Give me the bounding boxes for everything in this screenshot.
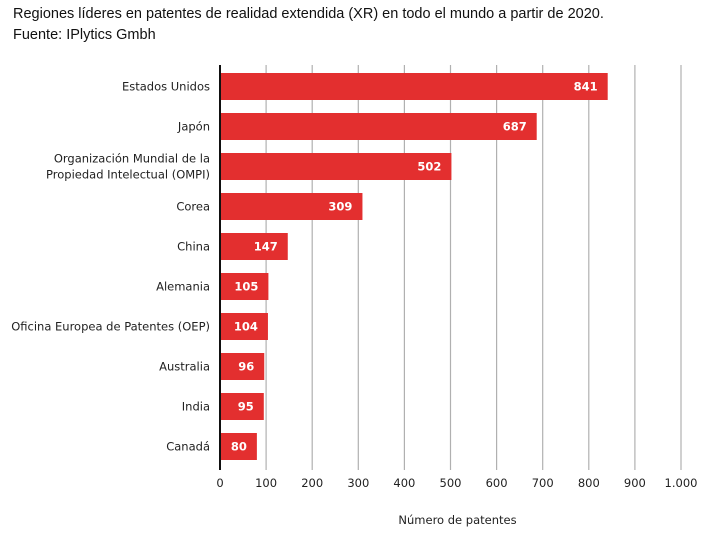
bar: [220, 433, 257, 460]
bar-value-label: 502: [417, 160, 441, 174]
bar-value-label: 95: [238, 400, 254, 414]
category-label: Propiedad Intelectual (OMPI): [46, 168, 210, 182]
category-label: Australia: [159, 360, 210, 374]
bar: [220, 153, 452, 180]
category-label: Japón: [177, 120, 210, 134]
category-labels: Estados Unidos Japón Organización Mundial …: [11, 80, 210, 454]
bar-value-label: 687: [503, 120, 527, 134]
bar: [220, 313, 268, 340]
x-tick-label: 200: [301, 476, 323, 490]
category-label: Oficina Europea de Patentes (OEP): [11, 320, 210, 334]
x-tick-label: 400: [393, 476, 415, 490]
category-label: Organización Mundial de la: [54, 152, 210, 166]
x-axis-label: Número de patentes: [398, 513, 516, 527]
category-label: Canadá: [166, 440, 210, 454]
chart-title: Regiones líderes en patentes de realidad…: [13, 4, 604, 46]
x-tick-labels: 0 100 200 300 400 500 600 700 800 900 1.000: [216, 476, 697, 490]
bars: 841 687 502 309 147 105 104 96 95 80: [220, 73, 608, 460]
chart-source: Fuente: IPlytics Gmbh: [13, 27, 156, 43]
x-tick-label: 300: [347, 476, 369, 490]
bar-value-label: 104: [234, 320, 258, 334]
x-tick-label: 600: [486, 476, 508, 490]
chart-title-line: Regiones líderes en patentes de realidad…: [13, 6, 604, 22]
x-tick-label: 100: [255, 476, 277, 490]
bar: [220, 113, 537, 140]
x-tick-label: 1.000: [665, 476, 698, 490]
bar: [220, 393, 264, 420]
x-tick-label: 900: [624, 476, 646, 490]
bar: [220, 353, 265, 380]
bar-value-label: 105: [234, 280, 258, 294]
category-label: Alemania: [156, 280, 210, 294]
x-tick-label: 700: [532, 476, 554, 490]
bar-value-label: 80: [231, 440, 247, 454]
bar: [220, 273, 269, 300]
category-label: Corea: [176, 200, 210, 214]
category-label: India: [182, 400, 210, 414]
bar: [220, 193, 363, 220]
bar: [220, 233, 288, 260]
bar-value-label: 96: [238, 360, 254, 374]
bar-value-label: 841: [574, 80, 598, 94]
x-tick-label: 800: [578, 476, 600, 490]
category-label: Estados Unidos: [122, 80, 210, 94]
bar-value-label: 309: [328, 200, 352, 214]
bar: [220, 73, 608, 100]
x-tick-label: 0: [216, 476, 223, 490]
category-label: China: [177, 240, 210, 254]
x-tick-label: 500: [440, 476, 462, 490]
bar-value-label: 147: [254, 240, 278, 254]
